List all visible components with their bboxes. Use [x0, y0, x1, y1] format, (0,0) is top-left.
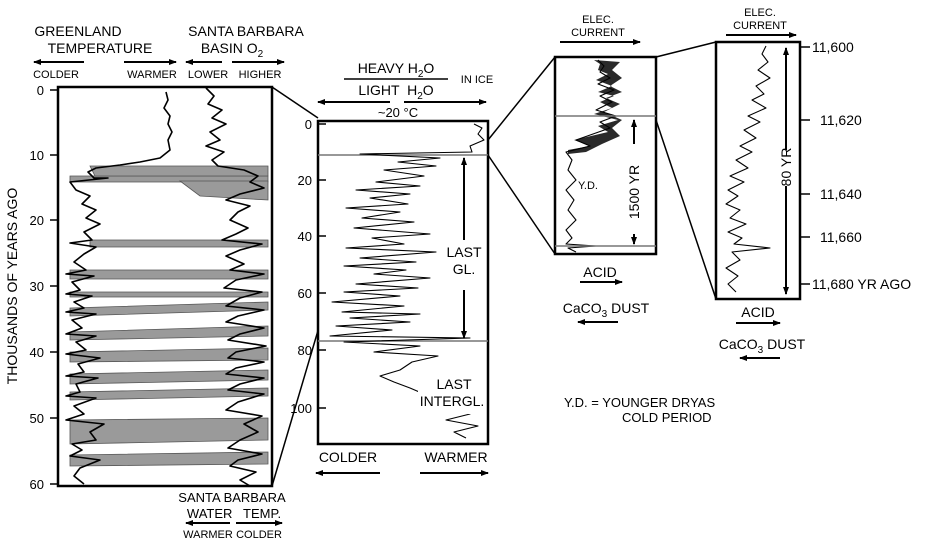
zoom1-panel: ELEC. CURRENT Y.D. 1500 YR ACID CaCO3 DU… — [553, 14, 658, 325]
greenland-title-line2: TEMPERATURE — [48, 40, 153, 56]
connector-line — [487, 154, 556, 255]
tick-label: 20 — [30, 213, 44, 228]
sb-o2-title-line2: BASIN O2 — [201, 40, 264, 60]
band — [69, 269, 269, 280]
zoom2-panel: ELEC. CURRENT 80 YR 11,600 11,620 11,640… — [714, 7, 911, 361]
tick-label: 60 — [30, 477, 44, 492]
last-intergl-line1: LAST — [436, 376, 471, 392]
zoom1-span-label: 1500 YR — [626, 165, 642, 219]
left-axis-label: THOUSANDS OF YEARS AGO — [4, 188, 20, 385]
tick-label: 60 — [298, 286, 312, 301]
tick-label: 11,620 — [820, 112, 862, 128]
zoom2-elec-line2: CURRENT — [733, 20, 787, 32]
tick-label: 100 — [290, 401, 312, 416]
left-time-axis: 0 10 20 30 40 50 60 THOUSANDS OF YEARS A… — [4, 83, 58, 492]
zoom1-signal-trace — [565, 59, 617, 253]
tick-label: 0 — [305, 117, 312, 132]
zoom1-elec-line2: CURRENT — [571, 27, 625, 39]
band — [69, 387, 269, 401]
band — [69, 417, 269, 445]
connector-line — [655, 41, 717, 58]
ice-isotope-trace — [329, 123, 485, 439]
zoom1-acid-label: ACID — [583, 264, 616, 280]
band — [69, 347, 269, 363]
legend-line1: Y.D. = YOUNGER DRYAS — [564, 395, 715, 410]
in-ice-label: IN ICE — [461, 74, 493, 86]
zoom1-yd-label: Y.D. — [578, 180, 598, 192]
zoom1-elec-line1: ELEC. — [582, 14, 614, 26]
band — [69, 291, 269, 298]
zoom2-elec-line1: ELEC. — [744, 7, 776, 19]
tick-label: 20 — [298, 173, 312, 188]
ice-isotope-panel: HEAVY H2O LIGHT H2O IN ICE ~20 °C 0 20 4… — [290, 60, 493, 476]
greenland-colder-label: COLDER — [33, 69, 79, 81]
heavy-h2o-label: HEAVY H2O — [358, 60, 435, 80]
zoom2-signal-trace — [725, 45, 771, 293]
connector-line — [271, 86, 319, 119]
tick-label: 30 — [30, 279, 44, 294]
zoom2-acid-label: ACID — [741, 304, 774, 320]
sb-temp-title-line2: WATER TEMP. — [187, 506, 281, 521]
tick-label: 0 — [37, 83, 44, 98]
band — [69, 451, 269, 467]
band — [178, 180, 269, 201]
tick-label: 40 — [298, 229, 312, 244]
band — [69, 369, 269, 385]
legend-line2: COLD PERIOD — [622, 410, 712, 425]
temp-range-label: ~20 °C — [378, 105, 418, 120]
greenland-title-line1: GREENLAND — [34, 23, 121, 39]
sb-temp-title-line1: SANTA BARBARA — [178, 490, 286, 505]
tick-label: 11,660 — [820, 229, 862, 245]
ice-time-axis: 0 20 40 60 80 100 — [290, 117, 326, 416]
sb-temp-colder-label: COLDER — [236, 529, 282, 541]
connector-line — [655, 119, 717, 300]
zoom2-dust-label: CaCO3 DUST — [719, 336, 806, 356]
tick-label: 40 — [30, 345, 44, 360]
greenland-santa-barbara-panel: GREENLAND TEMPERATURE SANTA BARBARA BASI… — [4, 23, 304, 541]
ice-warmer-label: WARMER — [424, 449, 487, 465]
greenland-temperature-trace — [65, 91, 173, 485]
tick-label: 10 — [30, 148, 44, 163]
last-gl-line2: GL. — [453, 261, 476, 277]
zoom2-span-label: 80 YR — [778, 148, 794, 187]
last-gl-label-bg — [440, 240, 484, 288]
greenland-warmer-label: WARMER — [127, 69, 177, 81]
interstadial-bands — [69, 165, 269, 467]
light-h2o-label: LIGHT H2O — [358, 82, 433, 102]
band — [89, 165, 269, 177]
tick-label: 11,680 YR AGO — [812, 276, 911, 292]
ice-colder-label: COLDER — [319, 449, 377, 465]
band — [69, 325, 269, 341]
zoom1-dense-signal — [568, 60, 622, 154]
santa-barbara-o2-trace — [205, 87, 267, 487]
tick-label: 80 — [298, 343, 312, 358]
sb-o2-higher-label: HIGHER — [239, 69, 282, 81]
tick-label: 11,640 — [820, 186, 862, 202]
sb-o2-title-line1: SANTA BARBARA — [188, 23, 304, 39]
band — [89, 239, 269, 248]
sb-temp-warmer-label: WARMER — [183, 529, 233, 541]
tick-label: 11,600 — [812, 39, 854, 55]
last-intergl-label-bg — [418, 374, 486, 414]
sb-o2-lower-label: LOWER — [188, 69, 228, 81]
zoom1-dust-label: CaCO3 DUST — [563, 300, 650, 320]
connector-line — [487, 56, 556, 141]
zoom2-span-label-bg — [778, 150, 794, 186]
band — [69, 301, 269, 317]
last-intergl-line2: INTERGL. — [420, 393, 485, 409]
last-gl-line1: LAST — [446, 244, 481, 260]
zoom2-year-axis: 11,600 11,620 11,640 11,660 11,680 YR AG… — [800, 39, 911, 292]
tick-label: 50 — [30, 411, 44, 426]
